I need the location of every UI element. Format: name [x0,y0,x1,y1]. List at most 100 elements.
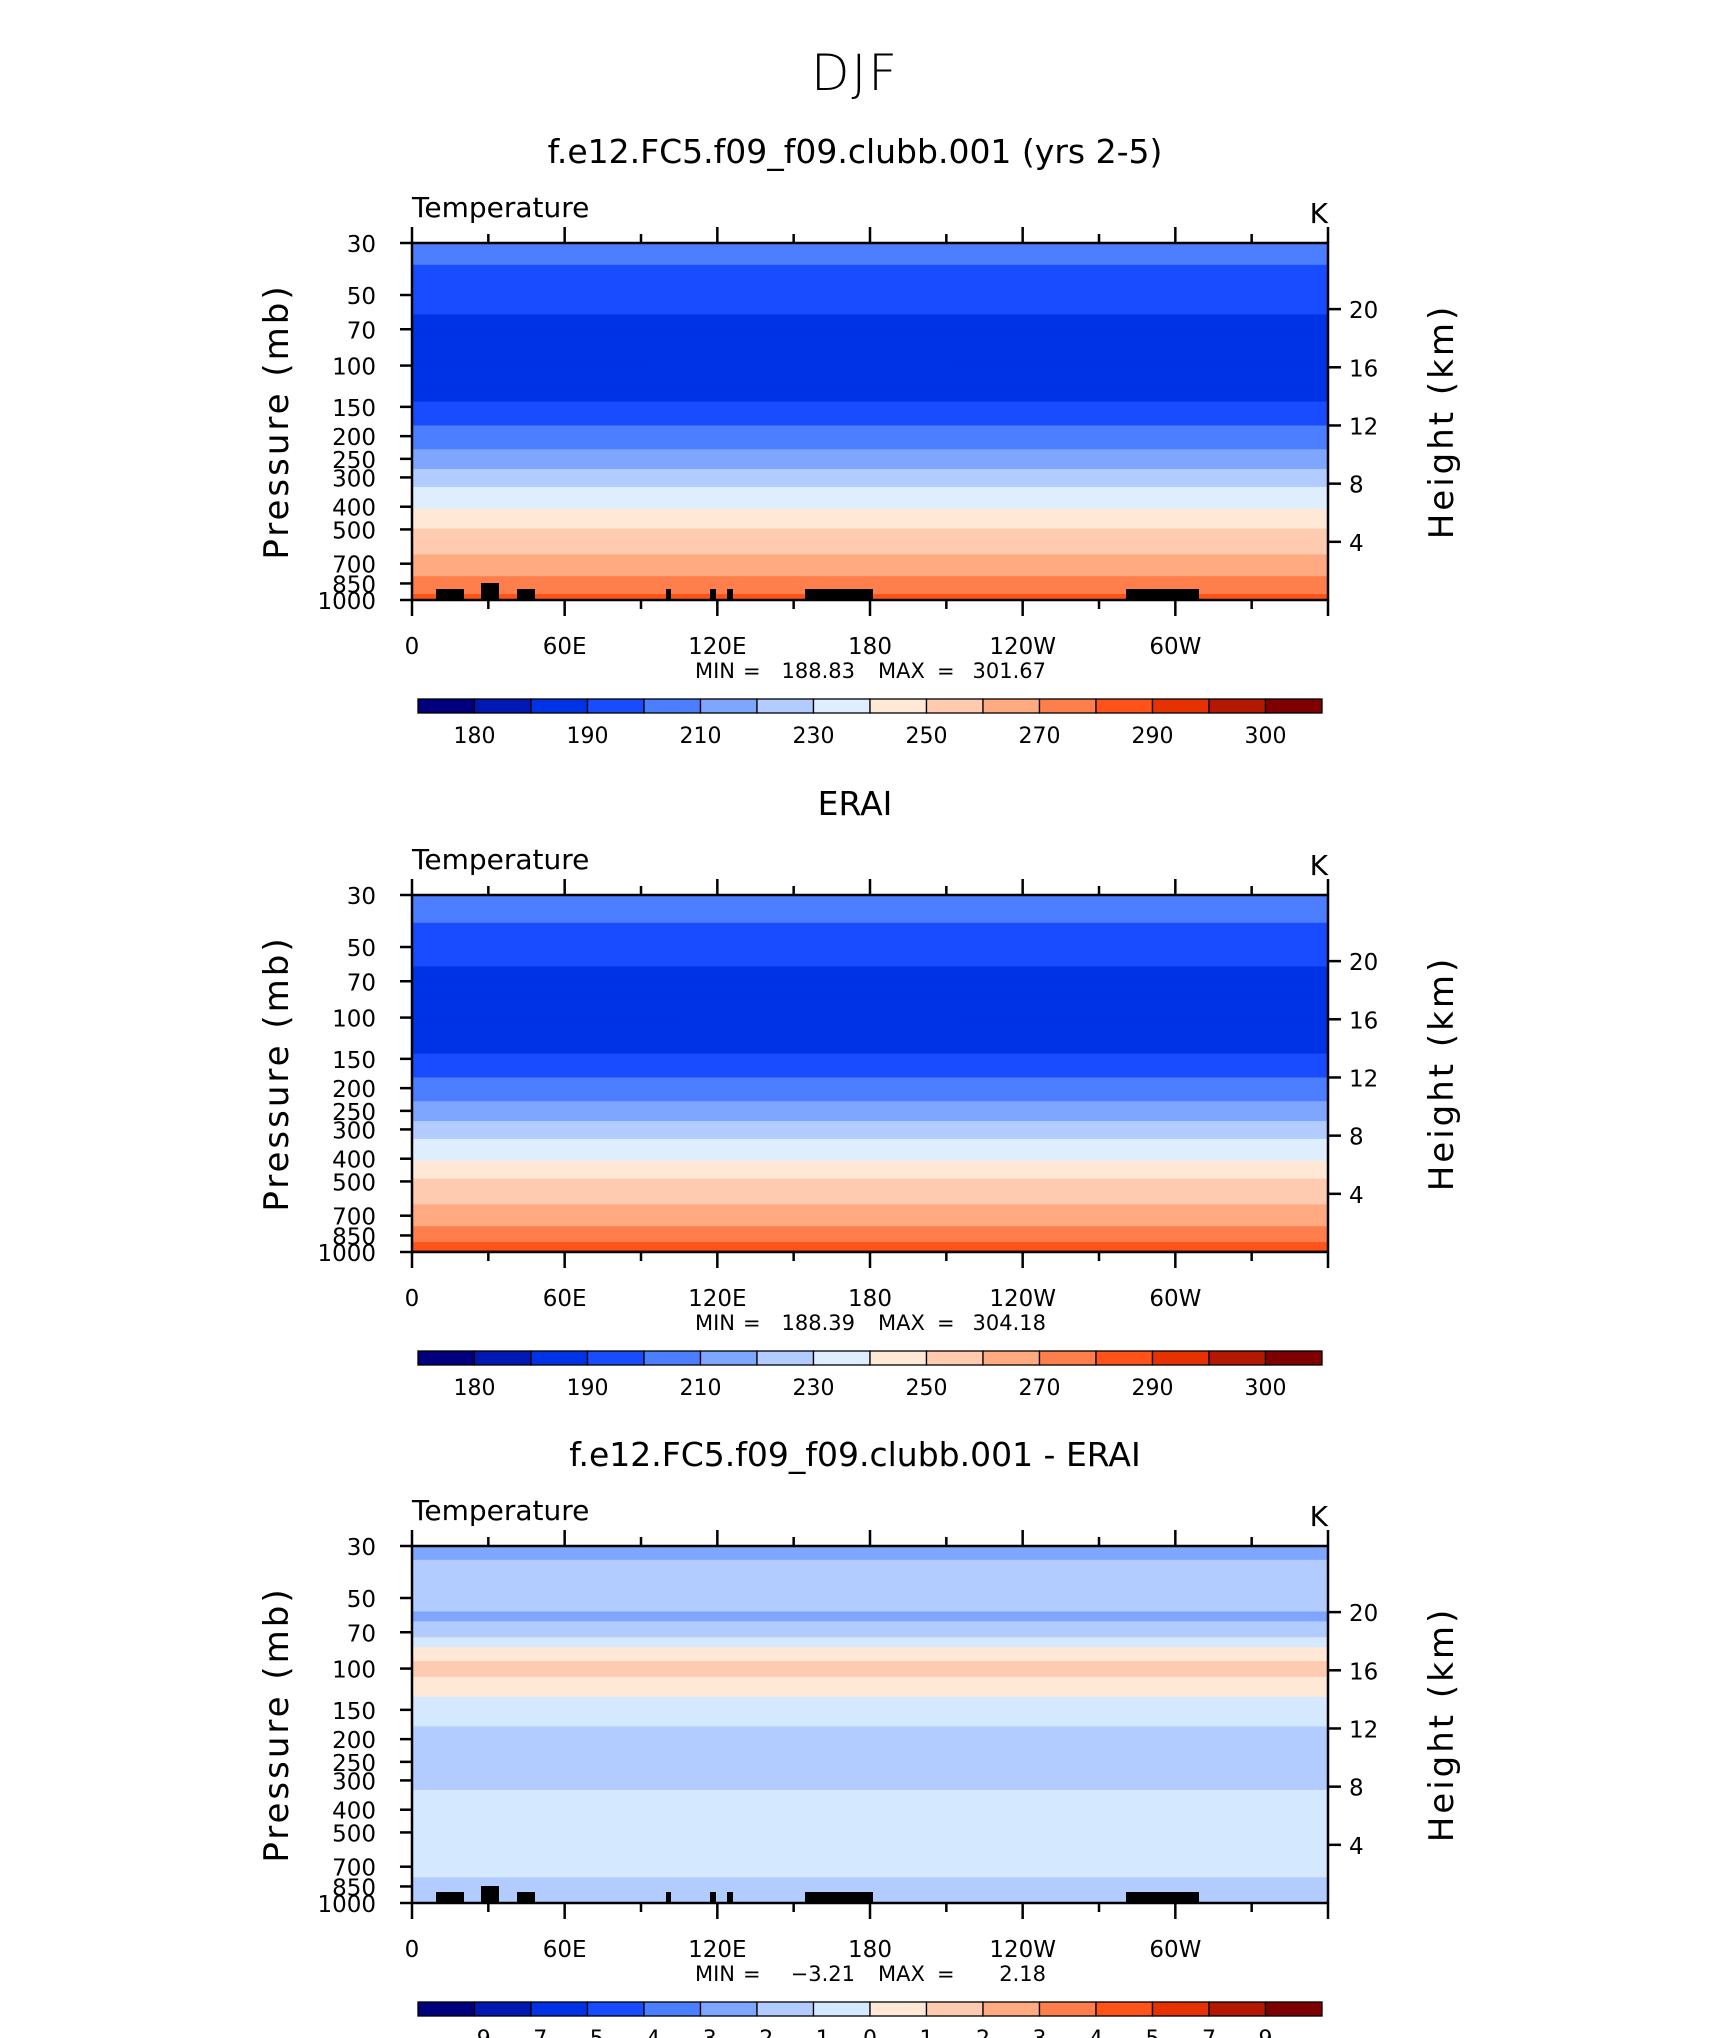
colorbar-box [530,1350,589,1366]
colorbar-box [982,2001,1041,2017]
contour-band [412,1861,1328,1864]
contour-band [412,1859,1328,1862]
contour-band [412,1563,1328,1567]
contour-band [412,288,1328,292]
contour-band [412,377,1328,381]
contour-band [412,1119,1328,1122]
contour-band [412,516,1328,520]
contour-band [412,584,1328,587]
contour-band [412,932,1328,936]
contour-band [412,1055,1328,1059]
y2-tick-label: 16 [1349,1008,1378,1034]
colorbar-box [925,698,984,714]
contour-band [412,1051,1328,1055]
x-tick-label: 0 [405,1937,420,1963]
contour-band [412,1093,1328,1096]
x-tick-label: 60E [543,1937,587,1963]
y-tick-label: 700 [332,553,376,579]
colorbar-label: −1 [797,2027,829,2038]
colorbar-label: 2 [976,2027,990,2038]
contour-band [412,1244,1328,1247]
min-label: MIN [695,1311,735,1335]
contour-band [412,1097,1328,1100]
contour-band [412,1105,1328,1108]
contour-band [412,1674,1328,1678]
contour-band [412,1597,1328,1601]
contour-band [412,1601,1328,1605]
contour-band [412,423,1328,427]
contour-band [412,1809,1328,1813]
x-tick-label: 60E [543,634,587,660]
colorbar-label: 190 [567,724,609,749]
contour-band [412,453,1328,456]
contour-band [412,304,1328,308]
contour-band [412,578,1328,581]
contour-band [412,1647,1328,1650]
contour-band [412,1841,1328,1845]
contour-band [412,1651,1328,1654]
contour-band [412,1676,1328,1680]
contour-band [412,1581,1328,1585]
contour-band [412,1216,1328,1219]
contour-band [412,427,1328,431]
colorbar-box [756,2001,815,2017]
contour-band [412,972,1328,975]
contour-band [412,395,1328,399]
contour-band [412,922,1328,926]
y2-tick-label: 8 [1349,473,1364,499]
y-tick-label: 400 [332,496,376,522]
colorbar-box [417,2001,476,2017]
contour-band [412,558,1328,561]
contour-band [412,308,1328,312]
contour-band [412,1029,1328,1033]
contour-band [412,1736,1328,1739]
colorbar-label: 190 [567,1376,609,1401]
colorbar-box [1151,2001,1210,2017]
contour-band [412,1234,1328,1237]
max-equals: = [937,659,955,683]
contour-band [412,1623,1328,1626]
contour-fill [412,243,1328,601]
topography-mask [727,589,733,600]
colorbar-box [530,698,589,714]
contour-band [412,554,1328,557]
contour-band [412,582,1328,585]
contour-band [412,439,1328,442]
units-label: K [1310,197,1329,230]
x-tick-label: 60W [1149,1286,1201,1312]
contour-band [412,1885,1328,1888]
min-equals: = [743,1962,761,1986]
contour-band [412,1561,1328,1565]
contour-band [412,1738,1328,1741]
contour-band [412,1242,1328,1245]
y-tick-label: 300 [332,466,376,492]
colorbar-box [417,698,476,714]
contour-band [412,574,1328,577]
contour-band [412,1825,1328,1829]
contour-band [412,1585,1328,1589]
contour-band [412,1801,1328,1805]
contour-band [412,1740,1328,1743]
contour-band [412,389,1328,393]
colorbar-label: 3 [1033,2027,1047,2038]
contour-band [412,1152,1328,1156]
y-tick-label: 30 [347,884,376,910]
contour-band [412,322,1328,325]
colorbar-label: −4 [628,2027,660,2038]
contour-band [412,1577,1328,1581]
contour-band [412,459,1328,462]
contour-band [412,490,1328,494]
contour-band [412,486,1328,490]
min-value: −3.21 [791,1962,855,1986]
contour-band [412,484,1328,488]
contour-band [412,1123,1328,1126]
contour-band [412,1789,1328,1793]
contour-band [412,962,1328,966]
contour-fill [412,1546,1328,1904]
contour-band [412,1621,1328,1624]
contour-band [412,1170,1328,1174]
colorbar-label: 290 [1132,1376,1174,1401]
contour-band [412,900,1328,904]
contour-band [412,1109,1328,1112]
contour-band [412,1833,1328,1837]
